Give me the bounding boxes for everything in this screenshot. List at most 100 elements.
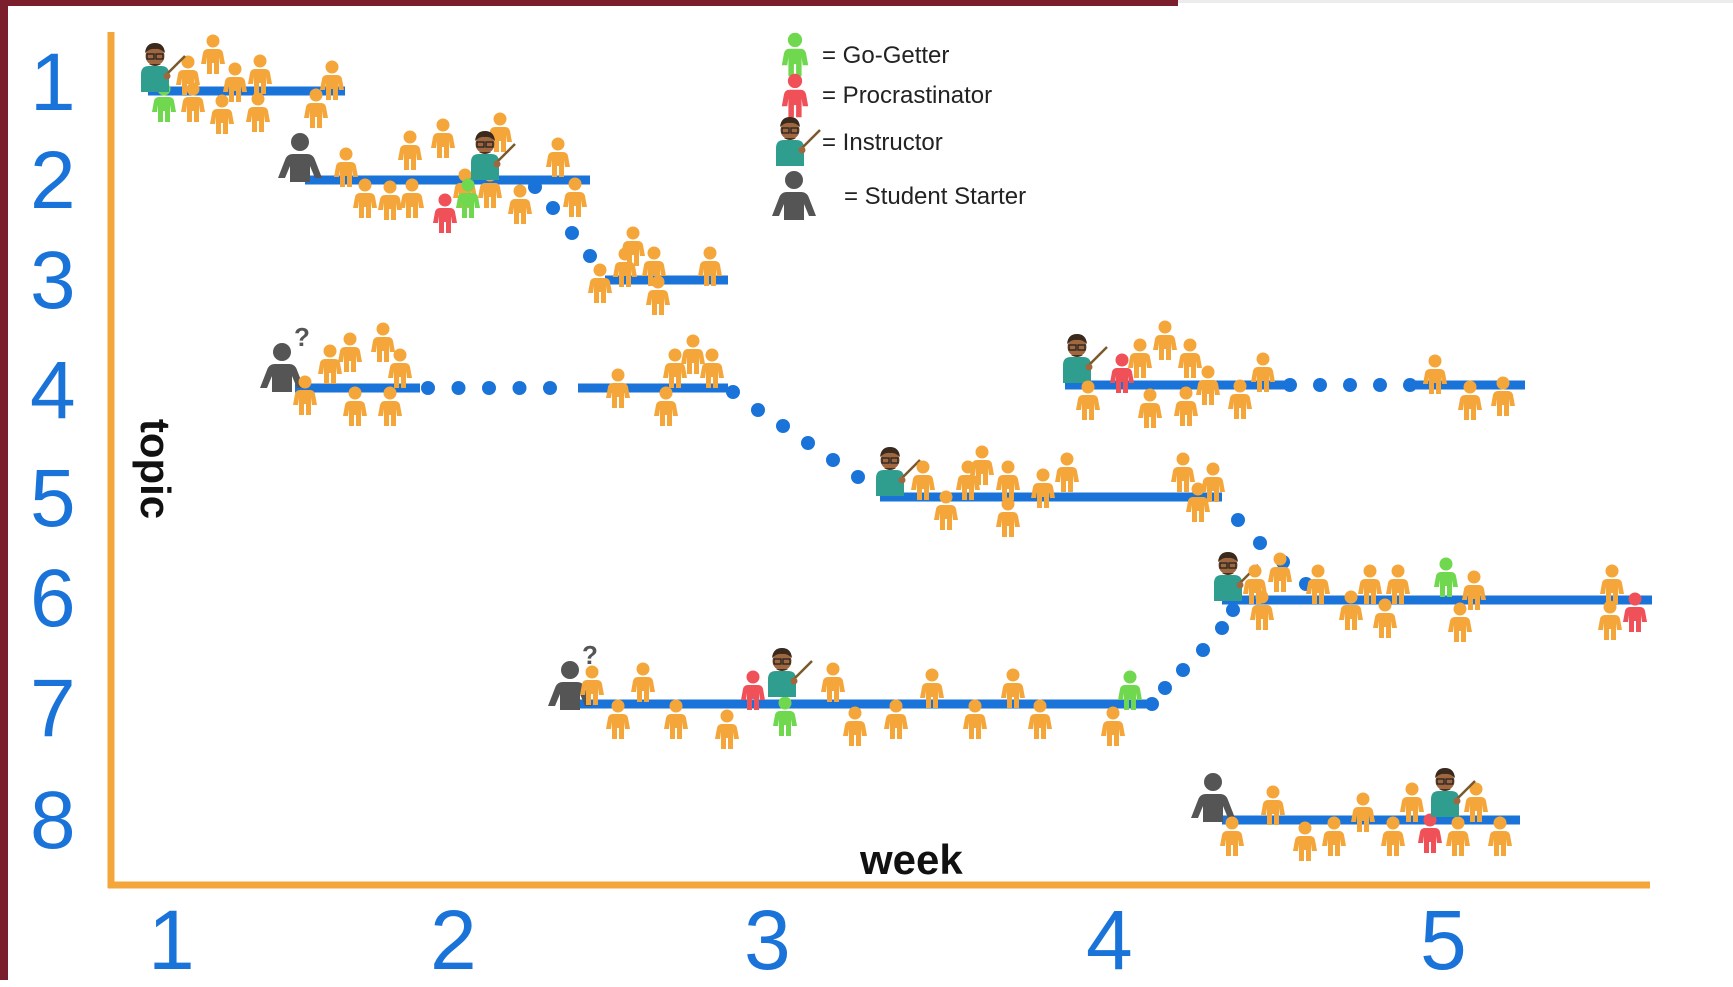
week-label-1: 1: [148, 893, 195, 987]
student-icon: [1055, 452, 1079, 492]
student-icon: [246, 92, 270, 132]
topic-label-7: 7: [30, 663, 76, 754]
student-icon: [681, 334, 705, 374]
student-icon: [304, 88, 328, 128]
instructor-icon: [1214, 552, 1259, 601]
student-icon: [1220, 816, 1244, 856]
procrastinator-icon: [1110, 353, 1134, 393]
student-icon: [963, 699, 987, 739]
instructor-icon: [141, 43, 186, 92]
legend-student-starter-label: = Student Starter: [844, 183, 1027, 210]
student-starter-icon: ?: [548, 640, 598, 710]
student-icon: [1446, 816, 1470, 856]
student-icon: [698, 246, 722, 286]
student-icon: [1101, 706, 1125, 746]
student-icon: [1196, 365, 1220, 405]
student-icon: [400, 178, 424, 218]
student-icon: [646, 275, 670, 315]
dotted-path-4-5: [726, 385, 865, 484]
student-icon: [1339, 590, 1363, 630]
student-icon: [1458, 380, 1482, 420]
axis-title-week: week: [860, 836, 963, 883]
student-icon: [320, 60, 344, 100]
topic-label-8: 8: [30, 775, 76, 866]
student-icon: [371, 322, 395, 362]
week-label-3: 3: [744, 893, 791, 987]
student-icon: [996, 497, 1020, 537]
instructor-icon: [768, 648, 813, 697]
student-icon: [1600, 564, 1624, 604]
student-icon: [821, 662, 845, 702]
student-icon: [664, 699, 688, 739]
student-icon: [398, 130, 422, 170]
student-icon: [1306, 564, 1330, 604]
topic-label-5: 5: [30, 453, 76, 544]
week-label-4: 4: [1086, 893, 1133, 987]
go-getter-icon: [1434, 557, 1458, 597]
student-icon: [248, 54, 272, 94]
student-icon: [546, 137, 570, 177]
student-starter-icon: [278, 133, 322, 182]
instructor-icon: [471, 131, 516, 180]
legend-instructor-label: = Instructor: [822, 129, 943, 156]
student-icon: [588, 263, 612, 303]
student-icon: [508, 184, 532, 224]
dotted-path-4c: [1283, 378, 1417, 392]
instructor-icon: [1063, 334, 1108, 383]
student-icon: [1153, 320, 1177, 360]
student-icon: [293, 375, 317, 415]
student-icon: [338, 332, 362, 372]
question-mark-icon: ?: [294, 322, 310, 352]
student-icon: [1268, 552, 1292, 592]
student-icon: [1138, 388, 1162, 428]
student-icon: [1358, 564, 1382, 604]
student-icon: [353, 178, 377, 218]
question-mark-icon: ?: [582, 640, 598, 670]
student-icon: [1400, 782, 1424, 822]
topic-label-4: 4: [30, 345, 76, 436]
student-icon: [1386, 564, 1410, 604]
instructor-icon: [1431, 768, 1476, 817]
student-icon: [201, 34, 225, 74]
instructor-icon: [776, 117, 821, 166]
student-icon: [1381, 816, 1405, 856]
student-icon: [378, 386, 402, 426]
frame-top-right-border: [1178, 0, 1733, 3]
student-icon: [1488, 816, 1512, 856]
student-icon: [1293, 821, 1317, 861]
topic-label-2: 2: [30, 135, 76, 226]
student-icon: [563, 177, 587, 217]
student-icon: [1186, 482, 1210, 522]
student-starter-icon: ?: [260, 322, 310, 392]
dotted-path-4a: [421, 381, 557, 395]
student-icon: [715, 709, 739, 749]
frame-top-border: [0, 0, 1178, 6]
student-icon: [1171, 452, 1195, 492]
procrastinator-icon: [433, 193, 457, 233]
student-icon: [334, 147, 358, 187]
go-getter-icon: [781, 32, 809, 77]
student-icon: [843, 706, 867, 746]
student-icon: [884, 699, 908, 739]
student-icon: [1250, 590, 1274, 630]
topic-label-1: 1: [30, 37, 76, 128]
student-icon: [1322, 816, 1346, 856]
student-icon: [1174, 386, 1198, 426]
student-icon: [318, 344, 342, 384]
student-icon: [1076, 380, 1100, 420]
instructor-icon: [876, 447, 921, 496]
student-starter-icon: [1191, 773, 1235, 822]
week-label-5: 5: [1420, 893, 1467, 987]
student-icon: [343, 386, 367, 426]
go-getter-icon: [1118, 670, 1142, 710]
student-icon: [223, 62, 247, 102]
student-icon: [1351, 792, 1375, 832]
student-icon: [613, 247, 637, 287]
procrastinator-icon: [741, 670, 765, 710]
student-icon: [388, 348, 412, 388]
student-icon: [606, 368, 630, 408]
go-getter-icon: [773, 696, 797, 736]
student-icon: [606, 699, 630, 739]
student-icon: [1448, 602, 1472, 642]
